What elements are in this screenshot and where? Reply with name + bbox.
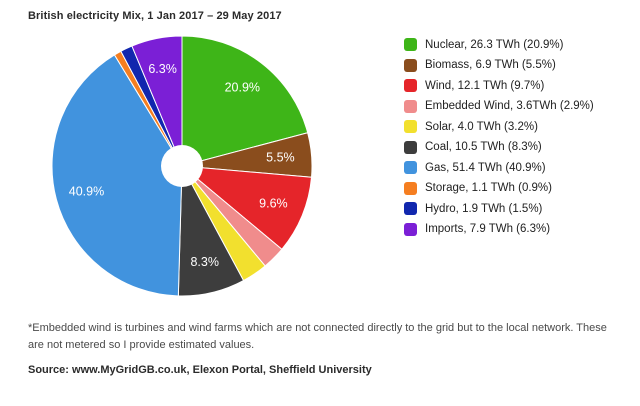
slice-label-nuclear: 20.9%	[225, 81, 260, 95]
chart-title: British electricity Mix, 1 Jan 2017 – 29…	[28, 10, 282, 22]
pie-slice-nuclear	[181, 35, 309, 167]
legend-item-coal: Coal, 10.5 TWh (8.3%)	[404, 140, 594, 154]
pie-slice-gas	[51, 54, 183, 297]
legend-label-coal: Coal, 10.5 TWh (8.3%)	[425, 141, 542, 153]
legend-label-embedded-wind: Embedded Wind, 3.6TWh (2.9%)	[425, 100, 594, 112]
legend: Nuclear, 26.3 TWh (20.9%) Biomass, 6.9 TW…	[404, 38, 594, 243]
donut-hole	[161, 145, 203, 187]
donut-chart-container: 20.9% 5.5% 9.6% 8.3% 40.9% 6.3%	[48, 32, 316, 300]
legend-label-solar: Solar, 4.0 TWh (3.2%)	[425, 120, 538, 133]
legend-swatch-gas	[404, 161, 417, 174]
legend-item-hydro: Hydro, 1.9 TWh (1.5%)	[404, 202, 594, 215]
legend-swatch-coal	[404, 140, 417, 154]
legend-label-biomass: Biomass, 6.9 TWh (5.5%)	[425, 59, 556, 71]
legend-label-nuclear: Nuclear, 26.3 TWh (20.9%)	[425, 38, 564, 51]
legend-label-storage: Storage, 1.1 TWh (0.9%)	[425, 182, 552, 194]
legend-item-gas: Gas, 51.4 TWh (40.9%)	[404, 161, 594, 174]
legend-item-storage: Storage, 1.1 TWh (0.9%)	[404, 181, 594, 195]
legend-item-wind: Wind, 12.1 TWh (9.7%)	[404, 79, 594, 92]
legend-label-hydro: Hydro, 1.9 TWh (1.5%)	[425, 202, 543, 215]
legend-label-wind: Wind, 12.1 TWh (9.7%)	[425, 79, 545, 92]
legend-label-gas: Gas, 51.4 TWh (40.9%)	[425, 161, 546, 174]
chart-area: 20.9% 5.5% 9.6% 8.3% 40.9% 6.3% Nuclear, 26.3…	[0, 32, 640, 304]
legend-swatch-hydro	[404, 202, 417, 215]
slice-label-gas: 40.9%	[69, 184, 104, 198]
footnote: *Embedded wind is turbines and wind farm…	[28, 322, 607, 351]
legend-swatch-biomass	[404, 58, 417, 72]
source-line: Source: www.MyGridGB.co.uk, Elexon Porta…	[28, 364, 372, 376]
legend-item-embedded-wind: Embedded Wind, 3.6TWh (2.9%)	[404, 99, 594, 113]
pie-slice-wind	[180, 165, 313, 250]
slice-label-biomass: 5.5%	[266, 151, 295, 165]
legend-item-biomass: Biomass, 6.9 TWh (5.5%)	[404, 58, 594, 72]
pie-slice-imports	[131, 35, 183, 167]
legend-item-nuclear: Nuclear, 26.3 TWh (20.9%)	[404, 38, 594, 51]
slice-label-coal: 8.3%	[190, 255, 219, 269]
legend-label-imports: Imports, 7.9 TWh (6.3%)	[425, 223, 551, 235]
legend-swatch-wind	[404, 79, 417, 92]
legend-swatch-solar	[404, 120, 417, 133]
slice-label-wind: 9.6%	[259, 197, 288, 211]
legend-swatch-nuclear	[404, 38, 417, 51]
legend-swatch-storage	[404, 181, 417, 195]
legend-item-imports: Imports, 7.9 TWh (6.3%)	[404, 222, 594, 236]
slice-label-imports: 6.3%	[148, 62, 177, 76]
legend-swatch-imports	[404, 222, 417, 236]
donut-chart: 20.9% 5.5% 9.6% 8.3% 40.9% 6.3%	[51, 35, 313, 297]
legend-item-solar: Solar, 4.0 TWh (3.2%)	[404, 120, 594, 133]
legend-swatch-embedded-wind	[404, 99, 417, 113]
